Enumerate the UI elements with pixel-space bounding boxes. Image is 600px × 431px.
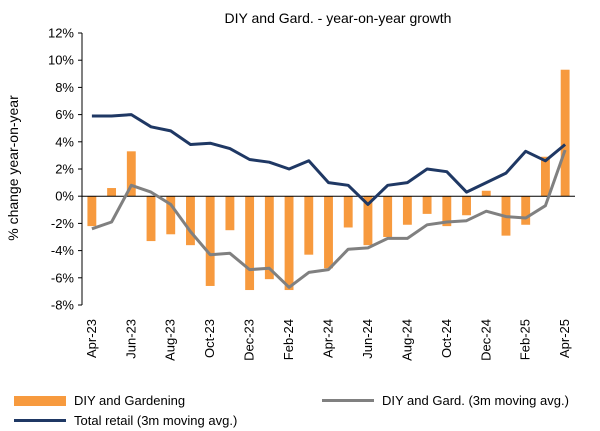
- y-axis-label: % change year-on-year: [5, 95, 21, 241]
- x-tick-label: Dec-23: [242, 319, 257, 361]
- x-tick-label: Apr-23: [84, 319, 99, 358]
- bar-diy-gardening: [186, 196, 195, 246]
- bar-diy-gardening: [205, 196, 215, 286]
- x-tick-label: Oct-23: [202, 319, 217, 358]
- x-tick-label: Dec-24: [478, 319, 493, 361]
- line-total-retail-3m: [91, 113, 567, 206]
- y-tick-label: -8%: [51, 298, 75, 313]
- legend-item-total-retail-3m: Total retail (3m moving avg.): [14, 413, 237, 428]
- bar-diy-gardening: [324, 196, 333, 269]
- bar-diy-gardening: [560, 69, 570, 197]
- bar-diy-gardening: [166, 196, 176, 235]
- x-tick-label: Feb-24: [281, 319, 296, 360]
- bar-diy-gardening: [284, 196, 294, 291]
- y-tick-label: 12%: [48, 26, 74, 41]
- legend-label-diy-gardening: DIY and Gardening: [74, 393, 186, 408]
- bar-diy-gardening: [422, 196, 432, 214]
- x-tick-label: Jun-24: [360, 319, 375, 359]
- y-tick-label: 10%: [48, 53, 74, 68]
- x-tick-label: Oct-24: [439, 319, 454, 358]
- legend-swatch-diy-gard-3m: [322, 399, 374, 402]
- bar-diy-gardening: [126, 151, 136, 197]
- bar-diy-gardening: [402, 196, 412, 225]
- bar-diy-gardening: [363, 196, 373, 246]
- bar-diy-gardening: [87, 196, 97, 227]
- x-tick-label: Apr-24: [321, 319, 336, 358]
- y-tick-label: 4%: [55, 134, 74, 149]
- y-tick-label: 6%: [55, 107, 74, 122]
- legend-swatch-total-retail-3m: [14, 419, 66, 422]
- bar-diy-gardening: [245, 196, 255, 291]
- x-tick-label: Jun-23: [123, 319, 138, 359]
- legend-item-diy-gardening: DIY and Gardening: [14, 393, 185, 408]
- y-tick-label: -2%: [51, 216, 75, 231]
- bar-diy-gardening: [107, 188, 117, 197]
- bar-diy-gardening: [264, 196, 274, 280]
- bar-diy-gardening: [521, 196, 531, 225]
- bar-diy-gardening: [304, 196, 314, 255]
- y-tick-label: 0%: [55, 189, 74, 204]
- x-tick-label: Feb-25: [518, 319, 533, 360]
- legend-swatch-diy-gardening: [14, 395, 66, 406]
- y-tick-label: -6%: [51, 270, 75, 285]
- bar-diy-gardening: [481, 190, 491, 197]
- bar-diy-gardening: [540, 156, 550, 197]
- bar-diy-gardening: [383, 196, 393, 237]
- bar-diy-gardening: [442, 196, 452, 227]
- plot-area: -8% -6% -4% -2% 0% 2% 4% 6% 8% 10% 12% Apr-23 Jun-23…: [48, 26, 575, 361]
- y-tick-label: 2%: [55, 162, 74, 177]
- bar-diy-gardening: [462, 196, 471, 216]
- x-tick-label: Aug-23: [163, 319, 178, 361]
- y-tick-label: 8%: [55, 80, 74, 95]
- x-tick-label: Aug-24: [399, 319, 414, 361]
- chart-title: DIY and Gard. - year-on-year growth: [225, 10, 452, 26]
- legend-label-diy-gard-3m: DIY and Gard. (3m moving avg.): [382, 393, 569, 408]
- legend-item-diy-gard-3m: DIY and Gard. (3m moving avg.): [322, 393, 569, 408]
- line-diy-gard-3m: [91, 149, 567, 289]
- bar-diy-gardening: [225, 196, 235, 231]
- bar-diy-gardening: [343, 196, 353, 228]
- x-tick-label: Apr-25: [557, 319, 572, 358]
- y-tick-label: -4%: [51, 243, 75, 258]
- legend-label-total-retail-3m: Total retail (3m moving avg.): [74, 413, 238, 428]
- bar-diy-gardening: [146, 196, 156, 242]
